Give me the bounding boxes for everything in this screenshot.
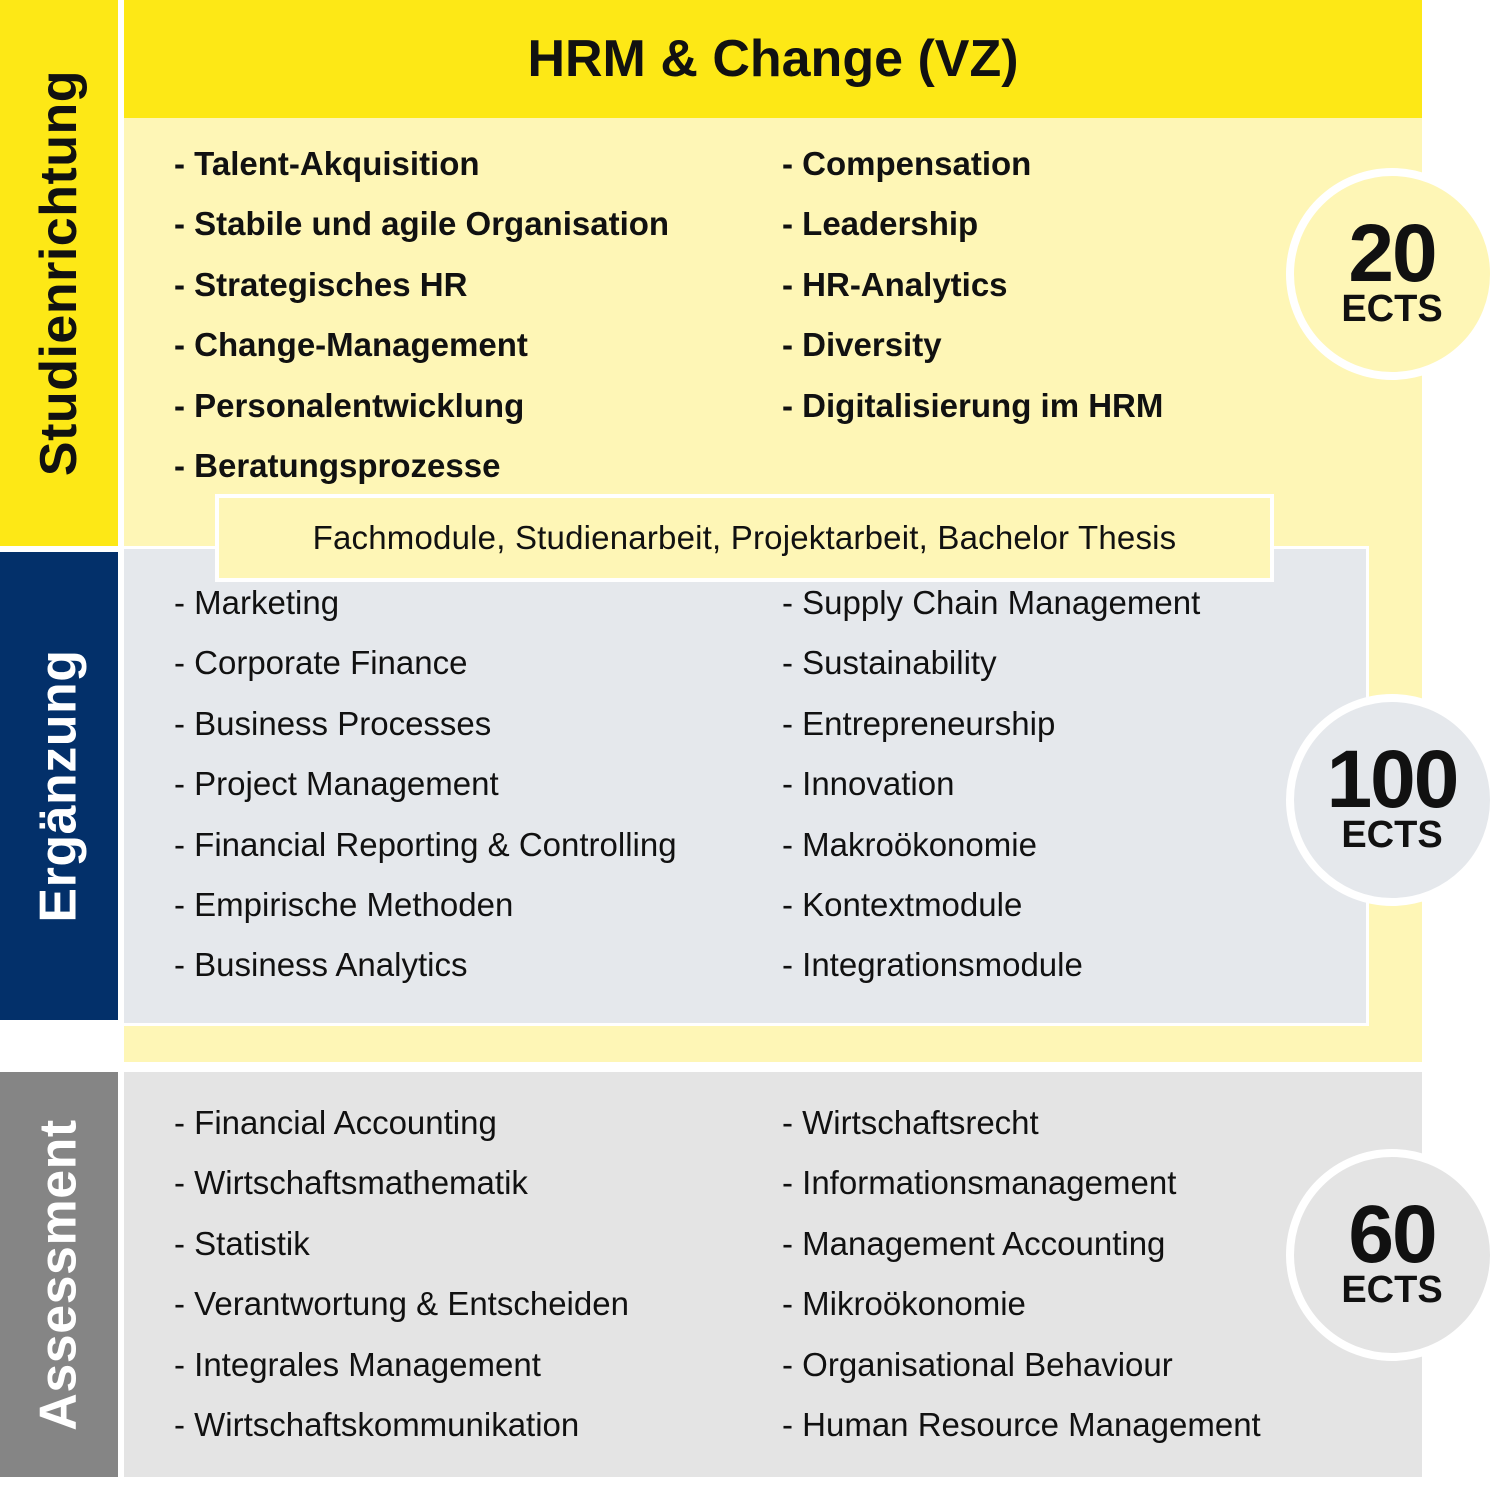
ergaenzung-list-right: - Supply Chain Management - Sustainabili… [782,573,1200,996]
ects-unit: ECTS [1341,1269,1443,1311]
page-title: HRM & Change (VZ) [527,30,1019,88]
list-item: - Management Accounting [782,1224,1166,1262]
list-item: - Integrationsmodule [782,946,1083,984]
list-item: - Human Resource Management [782,1405,1261,1443]
list-item: - Financial Reporting & Controlling [174,825,677,863]
header-bar: HRM & Change (VZ) [124,0,1422,118]
list-item: - Organisational Behaviour [782,1345,1173,1383]
list-item: - Supply Chain Management [782,584,1201,621]
ects-badge-ergaenzung: 100 ECTS [1286,694,1498,906]
list-item: - Project Management [174,765,499,803]
list-item: - Kontextmodule [782,885,1023,923]
list-item: - Statistik [174,1224,310,1262]
list-item: - Verantwortung & Entscheiden [174,1285,629,1323]
assessment-label: Assessment [30,1118,89,1431]
list-item: - Integrales Management [174,1345,541,1383]
list-item: - Entrepreneurship [782,704,1056,742]
list-item: - Digitalisierung im HRM [782,386,1164,424]
list-item: - Personalentwicklung [174,386,525,424]
list-item: - Compensation [782,145,1032,182]
list-item: - Corporate Finance [174,644,468,682]
ects-badge-studienrichtung: 20 ECTS [1286,168,1498,380]
list-item: - Sustainability [782,644,997,682]
studienrichtung-list-left: - Talent-Akquisition - Stabile und agile… [174,134,669,496]
ects-value: 60 [1348,1189,1437,1280]
list-item: - Wirtschaftsrecht [782,1104,1039,1141]
list-item: - Mikroökonomie [782,1285,1026,1323]
sidebar-studienrichtung: Studienrichtung [0,0,118,546]
studienrichtung-list-right: - Compensation - Leadership - HR-Analyti… [782,134,1163,436]
list-item: - Beratungsprozesse [174,446,501,484]
list-item: - Change-Management [174,326,528,364]
ects-badge-assessment: 60 ECTS [1286,1149,1498,1361]
studienrichtung-label: Studienrichtung [30,69,89,477]
ergaenzung-label: Ergänzung [30,649,89,923]
list-item: - Diversity [782,326,942,364]
list-item: - Empirische Methoden [174,885,514,923]
list-item: - Business Processes [174,704,492,742]
sidebar-ergaenzung: Ergänzung [0,552,118,1020]
list-item: - Marketing [174,584,340,621]
list-item: - Wirtschaftsmathematik [174,1164,528,1202]
list-item: - HR-Analytics [782,265,1008,303]
list-item: - Financial Accounting [174,1104,497,1141]
assessment-list-right: - Wirtschaftsrecht - Informationsmanagem… [782,1093,1261,1455]
ects-value: 100 [1326,734,1460,825]
ects-unit: ECTS [1341,814,1443,856]
list-item: - Innovation [782,765,955,803]
list-item: - Leadership [782,205,979,243]
list-item: - Strategisches HR [174,265,468,303]
ects-unit: ECTS [1341,288,1443,330]
list-item: - Wirtschaftskommunikation [174,1405,580,1443]
ects-value: 20 [1348,208,1437,299]
list-item: - Makroökonomie [782,825,1037,863]
list-item: - Informationsmanagement [782,1164,1177,1202]
banner-text: Fachmodule, Studienarbeit, Projektarbeit… [312,519,1177,556]
modules-banner: Fachmodule, Studienarbeit, Projektarbeit… [215,494,1274,582]
list-item: - Talent-Akquisition [174,145,480,182]
list-item: - Stabile und agile Organisation [174,205,670,243]
ergaenzung-panel [121,546,1369,1026]
sidebar-assessment: Assessment [0,1072,118,1477]
ergaenzung-list-left: - Marketing - Corporate Finance - Busine… [174,573,677,996]
list-item: - Business Analytics [174,946,468,984]
assessment-panel [124,1072,1422,1477]
assessment-list-left: - Financial Accounting - Wirtschaftsmath… [174,1093,629,1455]
